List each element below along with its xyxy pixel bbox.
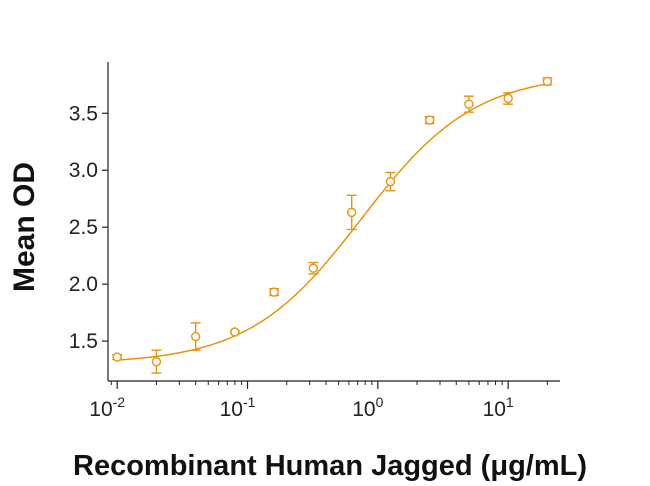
x-tick-base: 10 [483, 398, 506, 421]
x-tick-exponent: -1 [243, 394, 256, 410]
data-point [112, 352, 123, 362]
data-points [112, 76, 553, 374]
x-tick-label: 10-2 [89, 394, 125, 421]
data-point [463, 95, 474, 113]
point-marker [542, 76, 553, 87]
y-axis: 1.5 2.0 2.5 3.0 3.5 [69, 62, 109, 381]
data-point [385, 171, 396, 192]
y-tick-label: 3.5 [69, 102, 98, 125]
point-marker [503, 93, 513, 104]
point-marker [269, 287, 279, 297]
point-marker [346, 207, 357, 218]
point-marker [308, 263, 319, 273]
point-marker [464, 99, 474, 109]
data-point [346, 194, 357, 231]
y-tick-label: 2.0 [69, 273, 98, 296]
x-tick-base: 10 [220, 398, 243, 421]
data-point [151, 349, 162, 374]
y-tick-label: 3.0 [69, 159, 98, 182]
point-marker [190, 331, 201, 342]
point-marker [424, 115, 435, 125]
data-point [424, 115, 435, 125]
x-tick-base: 10 [89, 398, 112, 421]
x-axis-title: Recombinant Human Jagged (μg/mL) [73, 450, 587, 482]
y-tick-label: 2.5 [69, 216, 98, 239]
data-point [308, 261, 319, 275]
data-point [269, 287, 280, 297]
data-point [229, 327, 240, 337]
x-axis: 10-2 10-1 100 101 [89, 380, 560, 421]
x-tick-label: 101 [483, 394, 514, 421]
x-tick-label: 100 [352, 394, 383, 421]
x-tick-exponent: -2 [113, 394, 126, 410]
x-tick-exponent: 0 [376, 394, 384, 410]
data-point [190, 322, 201, 351]
x-ticks: 10-2 10-1 100 101 [89, 381, 548, 421]
data-point [503, 92, 514, 105]
x-tick-exponent: 1 [506, 394, 514, 410]
y-tick-label: 1.5 [69, 330, 98, 353]
point-marker [385, 176, 396, 187]
y-ticks: 1.5 2.0 2.5 3.0 3.5 [69, 102, 108, 353]
fit-curve [117, 83, 548, 361]
y-axis-title: Mean OD [8, 162, 41, 292]
point-marker [151, 356, 162, 367]
x-tick-label: 10-1 [220, 394, 256, 421]
data-point [542, 76, 553, 87]
point-marker [112, 352, 122, 362]
point-marker [230, 327, 240, 337]
x-tick-base: 10 [352, 398, 375, 421]
